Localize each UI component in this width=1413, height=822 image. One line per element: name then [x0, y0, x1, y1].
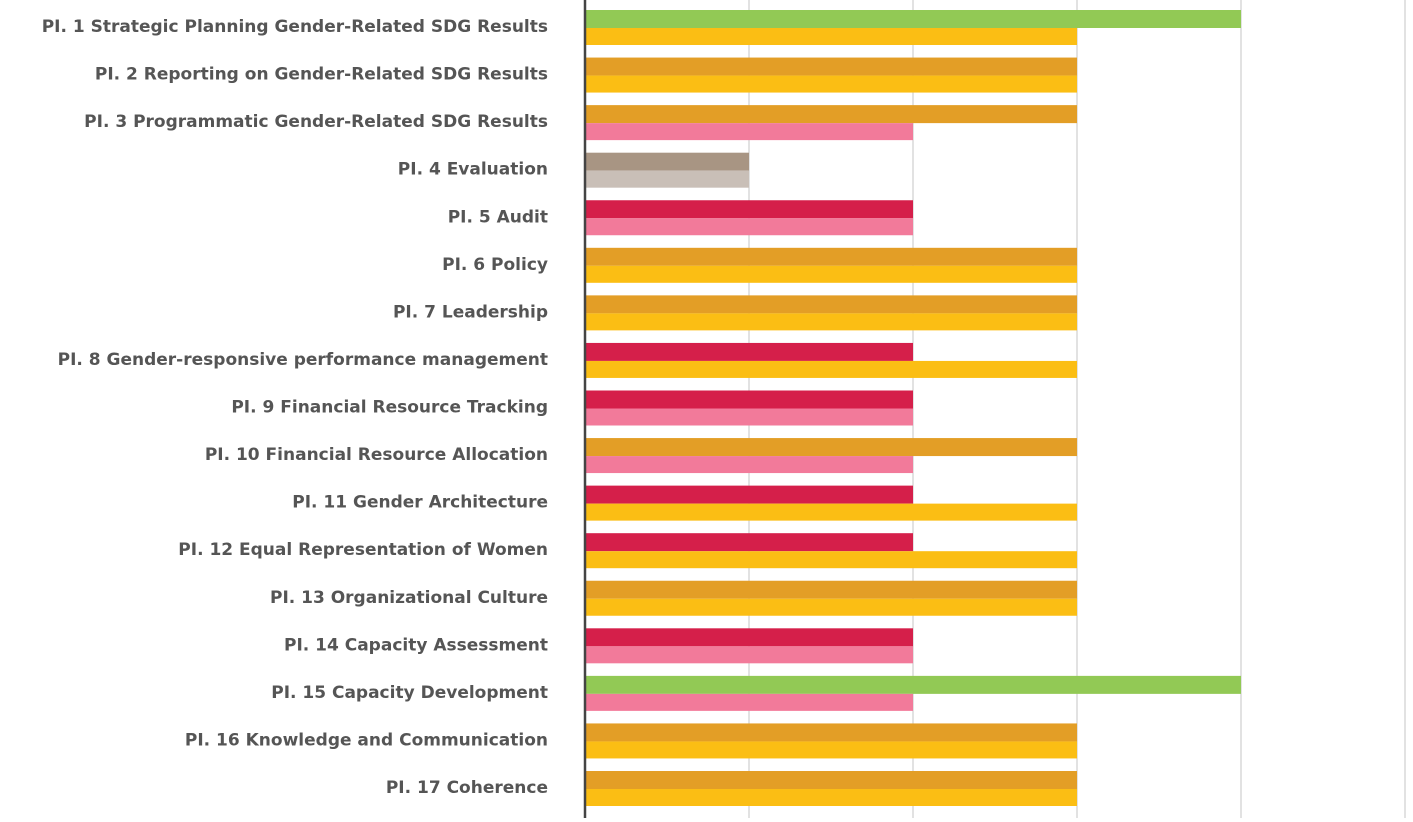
bar: [585, 503, 1077, 521]
bar: [585, 152, 749, 171]
bar: [585, 789, 1077, 806]
y-tick-label: PI. 10 Financial Resource Allocation: [205, 445, 548, 465]
y-tick-label: PI. 4 Evaluation: [398, 160, 548, 180]
bar: [585, 75, 1077, 93]
bar: [585, 723, 1077, 742]
bar: [585, 438, 1077, 457]
y-tick-label: PI. 8 Gender-responsive performance mana…: [58, 350, 548, 370]
bar: [585, 200, 913, 219]
bar: [585, 247, 1077, 266]
y-tick-label: PI. 16 Knowledge and Communication: [185, 730, 548, 750]
bar: [585, 628, 913, 647]
y-tick-label: PI. 7 Leadership: [393, 302, 548, 322]
bar: [585, 265, 1077, 283]
y-tick-label: PI. 1 Strategic Planning Gender-Related …: [42, 17, 548, 37]
bar: [585, 28, 1077, 45]
bar: [585, 675, 1241, 694]
bar: [585, 598, 1077, 616]
y-tick-label: PI. 2 Reporting on Gender-Related SDG Re…: [95, 65, 548, 85]
bar: [585, 295, 1077, 314]
bar: [585, 313, 1077, 331]
bar: [585, 218, 913, 236]
bar: [585, 456, 913, 474]
y-tick-label: PI. 3 Programmatic Gender-Related SDG Re…: [84, 112, 548, 132]
bar: [585, 741, 1077, 759]
y-tick-label: PI. 5 Audit: [448, 207, 548, 227]
bar: [585, 123, 913, 141]
bar: [585, 580, 1077, 599]
bar: [585, 408, 913, 426]
bar: [585, 105, 1077, 124]
y-tick-label: PI. 9 Financial Resource Tracking: [231, 398, 548, 418]
y-tick-label: PI. 11 Gender Architecture: [292, 493, 548, 513]
y-tick-label: PI. 12 Equal Representation of Women: [178, 540, 548, 560]
bar: [585, 646, 913, 664]
bar: [585, 342, 913, 361]
bar: [585, 693, 913, 711]
bar: [585, 533, 913, 552]
bar: [585, 771, 1077, 789]
y-tick-label: PI. 13 Organizational Culture: [270, 588, 548, 608]
bar: [585, 360, 1077, 378]
y-tick-label: PI. 6 Policy: [442, 255, 548, 275]
bar: [585, 390, 913, 409]
bar: [585, 57, 1077, 76]
bar: [585, 551, 1077, 569]
y-tick-label: PI. 14 Capacity Assessment: [284, 635, 548, 655]
bar: [585, 485, 913, 504]
bar: [585, 10, 1241, 28]
y-tick-label: PI. 17 Coherence: [386, 778, 548, 798]
bar: [585, 170, 749, 188]
y-tick-label: PI. 15 Capacity Development: [271, 683, 548, 703]
